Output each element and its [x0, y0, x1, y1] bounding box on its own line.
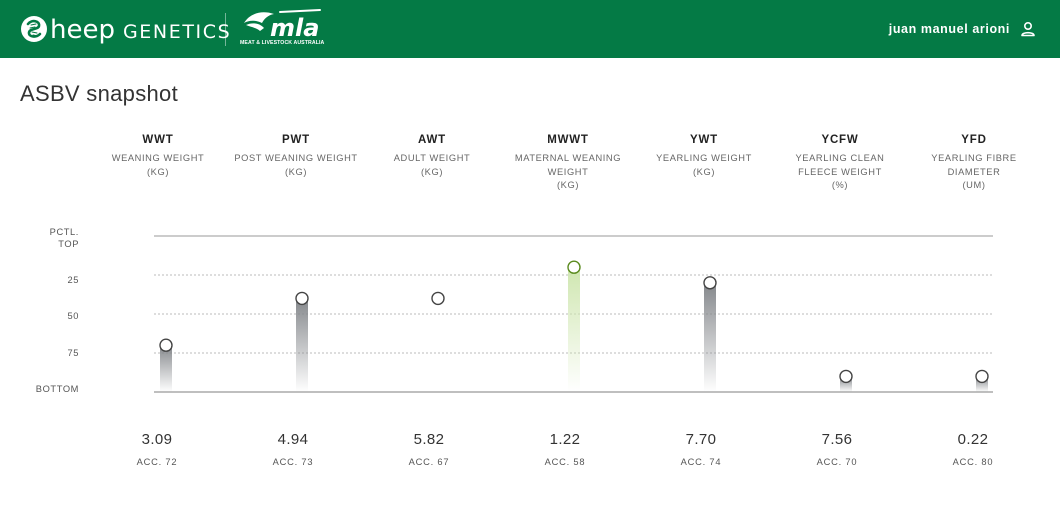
percentile-marker-wwt[interactable]	[159, 338, 173, 352]
trait-header-pwt: PWT POST WEANING WEIGHT (KG)	[231, 134, 361, 179]
trait-description: ADULT WEIGHT (KG)	[367, 152, 497, 179]
accuracy-label-mwwt: ACC. 58	[544, 457, 586, 467]
trait-description-line: YEARLING WEIGHT	[656, 153, 752, 163]
asbv-value-ycfw: 7.56	[821, 431, 853, 448]
trait-description-line: (KG)	[146, 166, 170, 177]
mla-subtitle: MEAT & LIVESTOCK AUSTRALIA	[240, 40, 325, 46]
asbv-value-mwwt: 1.22	[549, 431, 581, 448]
user-menu[interactable]: juan manuel arioni	[889, 18, 1036, 40]
user-name: juan manuel arioni	[888, 22, 1010, 36]
percentile-marker-mwwt[interactable]	[567, 260, 581, 274]
trait-description-line: (UM)	[962, 180, 986, 190]
y-tick-label-75: 75	[67, 348, 79, 358]
accuracy-label-yfd: ACC. 80	[952, 457, 994, 467]
trait-description-line: YEARLING FIBRE	[931, 153, 1017, 163]
mla-wordmark: mla	[270, 14, 319, 39]
percentile-marker-yfd[interactable]	[975, 369, 989, 384]
person-icon	[1021, 21, 1035, 37]
asbv-value-awt: 5.82	[413, 431, 445, 448]
trait-description: YEARLING FIBRE DIAMETER (UM)	[909, 152, 1039, 193]
trait-header-mwwt: MWWT MATERNAL WEANING WEIGHT (KG)	[503, 134, 633, 193]
percentile-marker-pwt[interactable]	[295, 291, 309, 306]
trait-code: WWT	[142, 134, 174, 146]
trait-header-ycfw: YCFW YEARLING CLEAN FLEECE WEIGHT (%)	[775, 134, 905, 193]
y-tick-label-50: 50	[67, 311, 79, 321]
trait-header-wwt: WWT WEANING WEIGHT (KG)	[93, 134, 223, 179]
trait-description-line: FLEECE WEIGHT	[798, 166, 882, 177]
percentile-bar-pwt	[296, 298, 308, 392]
accuracy-label-awt: ACC. 67	[408, 457, 450, 467]
percentile-marker-ywt[interactable]	[703, 276, 717, 290]
trait-description: MATERNAL WEANING WEIGHT (KG)	[503, 152, 633, 193]
asbv-value-yfd: 0.22	[957, 431, 989, 448]
trait-description-line: (KG)	[284, 166, 308, 177]
trait-description: YEARLING CLEAN FLEECE WEIGHT (%)	[775, 152, 905, 193]
trait-code: YCFW	[821, 134, 859, 146]
header-divider	[225, 13, 226, 46]
trait-header-awt: AWT ADULT WEIGHT (KG)	[367, 134, 497, 179]
y-tick-label-bottom: BOTTOM	[35, 384, 79, 394]
accuracy-label-ywt: ACC. 74	[680, 457, 722, 467]
trait-description-line: (%)	[831, 180, 849, 190]
trait-description-line: POST WEANING WEIGHT	[234, 153, 358, 163]
mla-logo[interactable]: mla MEAT & LIVESTOCK AUSTRALIA	[240, 9, 324, 51]
page-title: ASBV snapshot	[20, 81, 178, 106]
trait-description: YEARLING WEIGHT (KG)	[639, 152, 769, 179]
brand-wordmark-right: GENETICS	[122, 20, 232, 43]
sheep-genetics-logo[interactable]: heep GENETICS	[20, 12, 231, 46]
brand-wordmark: heep GENETICS	[50, 16, 231, 43]
trait-code: YFD	[961, 134, 987, 146]
y-tick-label-top-line: PCTL.	[49, 227, 79, 237]
brand-wordmark-left: heep	[50, 14, 115, 45]
trait-header-ywt: YWT YEARLING WEIGHT (KG)	[639, 134, 769, 179]
trait-description-line: YEARLING CLEAN	[795, 153, 885, 163]
trait-description-line: MATERNAL WEANING	[514, 153, 622, 163]
asbv-value-wwt: 3.09	[141, 431, 173, 448]
accuracy-label-ycfw: ACC. 70	[816, 457, 858, 467]
mla-mark-icon: mla	[244, 9, 321, 42]
trait-code: PWT	[282, 134, 310, 146]
trait-description-line: WEIGHT	[547, 166, 589, 177]
y-tick-label-top-line: TOP	[58, 239, 79, 249]
top-navigation-bar: heep GENETICS mla MEAT & LIVESTOCK AUSTRA…	[0, 0, 1060, 58]
trait-code: YWT	[690, 134, 718, 146]
percentile-marker-awt[interactable]	[431, 291, 445, 306]
trait-description: POST WEANING WEIGHT (KG)	[231, 152, 361, 179]
trait-description-line: (KG)	[556, 180, 580, 190]
asbv-value-ywt: 7.70	[685, 431, 717, 448]
trait-header-yfd: YFD YEARLING FIBRE DIAMETER (UM)	[909, 134, 1039, 193]
trait-description-line: WEANING WEIGHT	[111, 153, 205, 163]
y-tick-label-top: PCTL. TOP	[19, 226, 79, 250]
asbv-value-pwt: 4.94	[277, 431, 309, 448]
trait-code: MWWT	[547, 134, 589, 146]
trait-description-line: (KG)	[420, 166, 444, 177]
trait-description-line: ADULT WEIGHT	[393, 153, 471, 163]
trait-description-line: (KG)	[692, 166, 716, 177]
percentile-bar-ywt	[704, 282, 716, 392]
accuracy-label-pwt: ACC. 73	[272, 457, 314, 467]
trait-code: AWT	[418, 134, 446, 146]
percentile-bar-mwwt	[568, 267, 580, 392]
percentile-bar-wwt	[160, 345, 172, 392]
trait-description: WEANING WEIGHT (KG)	[93, 152, 223, 179]
sheep-genetics-mark-icon	[21, 16, 47, 42]
trait-description-line: DIAMETER	[947, 166, 1001, 177]
percentile-marker-ycfw[interactable]	[839, 369, 853, 384]
accuracy-label-wwt: ACC. 72	[136, 457, 178, 467]
y-tick-label-25: 25	[67, 275, 79, 285]
